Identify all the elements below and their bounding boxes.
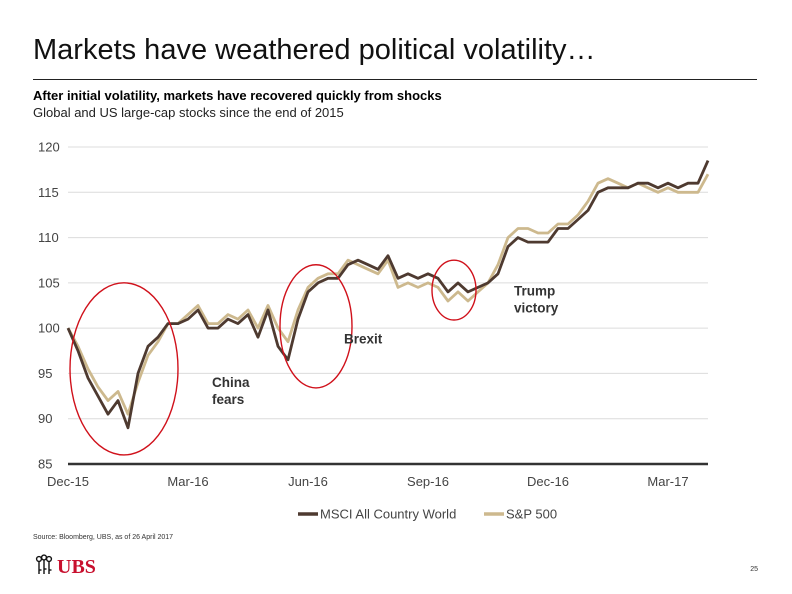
series-lines — [66, 160, 710, 430]
highlight-ellipse — [69, 282, 179, 456]
x-tick-label: Jun-16 — [288, 474, 328, 489]
x-tick-label: Mar-16 — [167, 474, 208, 489]
x-tick-label: Dec-15 — [47, 474, 89, 489]
x-tick-label: Sep-16 — [407, 474, 449, 489]
legend-msci-label: MSCI All Country World — [320, 507, 456, 522]
highlight-circles — [69, 259, 477, 456]
grid-lines — [68, 146, 708, 466]
msci-series-line — [66, 160, 710, 430]
chart-heading: After initial volatility, markets have r… — [33, 88, 442, 103]
sp500-series-line — [66, 173, 710, 416]
chart-subheading: Global and US large-cap stocks since the… — [33, 105, 344, 120]
highlight-ellipse — [279, 264, 353, 389]
y-tick-label: 95 — [38, 366, 52, 381]
highlight-ellipse — [431, 259, 477, 321]
keys-icon — [35, 554, 53, 574]
y-tick-label: 85 — [38, 457, 52, 472]
annotation-label: Brexit — [344, 332, 383, 347]
logo-text: UBS — [57, 556, 96, 578]
title-divider — [33, 79, 757, 80]
y-tick-label: 115 — [38, 185, 59, 200]
annotations: China fears Brexit Trump victory — [212, 284, 559, 407]
line-chart: 85 90 95 100 105 110 115 120 Dec-15 Mar-16 Jun-16… — [38, 140, 710, 522]
x-tick-label: Mar-17 — [647, 474, 688, 489]
y-tick-label: 105 — [38, 275, 60, 290]
y-tick-label: 120 — [38, 140, 60, 155]
source-note: Source: Bloomberg, UBS, as of 26 April 2… — [33, 534, 174, 541]
page-number: 25 — [750, 566, 758, 573]
x-tick-label: Dec-16 — [527, 474, 569, 489]
y-axis-ticks: 85 90 95 100 105 110 115 120 — [38, 140, 60, 472]
y-tick-label: 100 — [38, 321, 60, 336]
legend: MSCI All Country World S&P 500 — [298, 507, 557, 522]
annotation-label: Trump victory — [514, 284, 559, 316]
y-tick-label: 110 — [38, 230, 59, 245]
legend-sp500-label: S&P 500 — [506, 507, 557, 522]
ubs-logo: UBS — [35, 554, 96, 578]
page-title: Markets have weathered political volatil… — [33, 34, 596, 66]
y-tick-label: 90 — [38, 411, 52, 426]
annotation-label: China fears — [212, 375, 250, 407]
x-axis-ticks: Dec-15 Mar-16 Jun-16 Sep-16 Dec-16 Mar-17 — [47, 474, 689, 489]
